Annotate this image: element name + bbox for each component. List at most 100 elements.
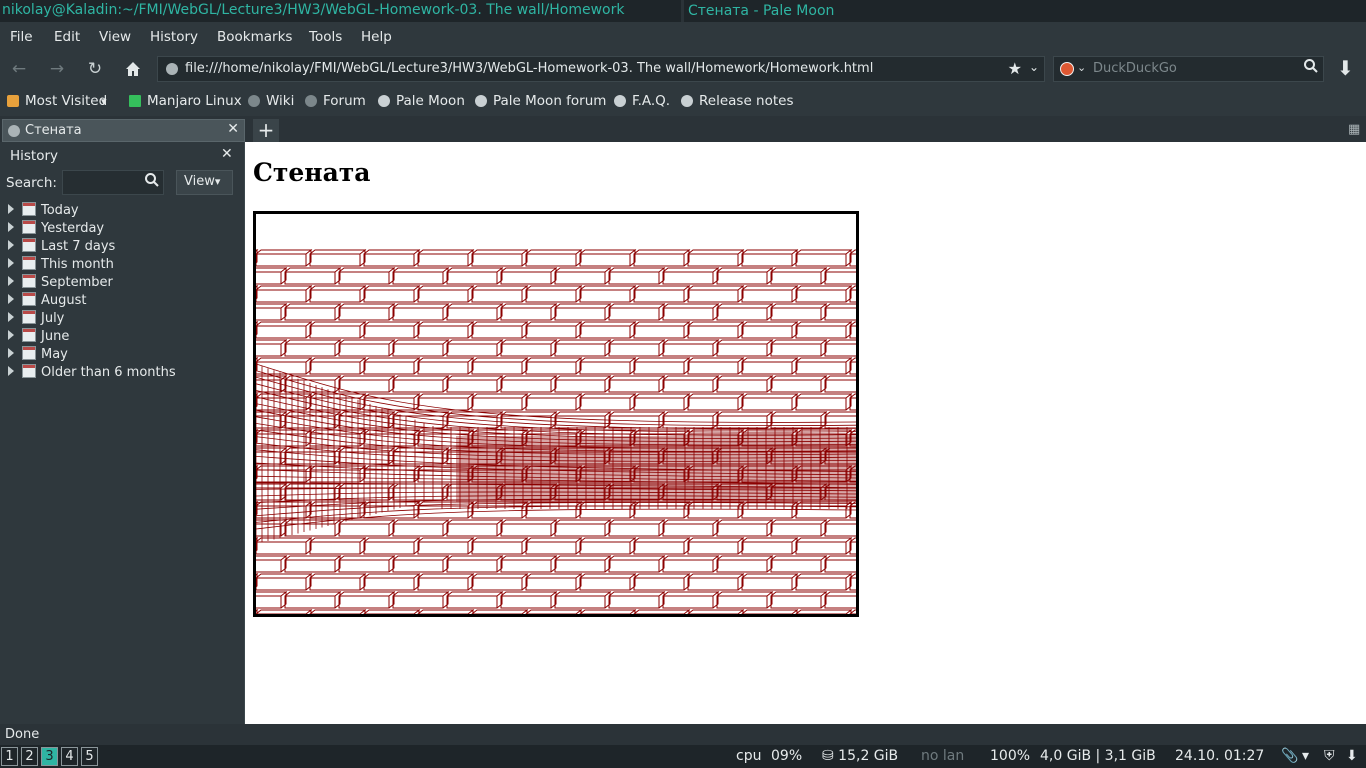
- workspace-2[interactable]: 2: [21, 747, 38, 766]
- home-button[interactable]: [120, 58, 146, 80]
- webgl-canvas[interactable]: [253, 211, 859, 617]
- view-label: View: [184, 174, 215, 189]
- tab-groups-icon[interactable]: ▦: [1348, 122, 1361, 137]
- menu-help[interactable]: Help: [361, 29, 392, 45]
- bookmark-pale-moon[interactable]: Pale Moon: [396, 93, 465, 109]
- search-icon[interactable]: [145, 173, 159, 191]
- menu-history[interactable]: History: [150, 29, 199, 45]
- workspace-3[interactable]: 3: [41, 747, 58, 766]
- calendar-icon: [22, 256, 36, 270]
- expand-triangle-icon[interactable]: [8, 294, 14, 304]
- url-dropdown-icon[interactable]: ⌄: [1028, 60, 1039, 74]
- menu-view[interactable]: View: [99, 29, 132, 45]
- downloads-button[interactable]: ⬇: [1337, 56, 1354, 80]
- search-icon[interactable]: [1304, 59, 1318, 77]
- bookmark-star-icon[interactable]: ★: [1007, 59, 1022, 78]
- pale-moon-icon: [614, 95, 626, 107]
- shield-icon[interactable]: ⛨: [1324, 748, 1335, 764]
- brick-wall-render: [256, 248, 856, 614]
- search-label: Search:: [6, 175, 57, 191]
- expand-triangle-icon[interactable]: [8, 312, 14, 322]
- expand-triangle-icon[interactable]: [8, 240, 14, 250]
- reload-button[interactable]: ↻: [82, 58, 108, 80]
- history-item-label: June: [41, 329, 70, 344]
- calendar-icon: [22, 364, 36, 378]
- search-engine-dropdown-icon[interactable]: ⌄: [1077, 61, 1087, 74]
- most-visited-folder-icon: [7, 95, 19, 107]
- new-tab-button[interactable]: +: [253, 119, 279, 142]
- tab-bar: Стената ✕ + ▦: [0, 116, 1366, 142]
- clock: 24.10. 01:27: [1175, 748, 1265, 764]
- calendar-icon: [22, 346, 36, 360]
- bookmark-release-notes[interactable]: Release notes: [699, 93, 794, 109]
- pale-moon-icon: [378, 95, 390, 107]
- search-placeholder[interactable]: DuckDuckGo: [1093, 61, 1177, 76]
- browser-window-title[interactable]: Стената - Pale Moon: [681, 0, 1366, 22]
- search-bar[interactable]: ⌄ DuckDuckGo: [1053, 56, 1324, 82]
- menu-edit[interactable]: Edit: [54, 29, 81, 45]
- bookmark-manjaro-linux[interactable]: Manjaro Linux: [147, 93, 242, 109]
- history-item-label: August: [41, 293, 87, 308]
- bookmark-most-visited[interactable]: Most Visited: [25, 93, 108, 109]
- expand-triangle-icon[interactable]: [8, 204, 14, 214]
- expand-triangle-icon[interactable]: [8, 330, 14, 340]
- back-button[interactable]: ←: [6, 58, 32, 80]
- pale-moon-icon: [475, 95, 487, 107]
- globe-icon: [8, 125, 20, 137]
- forward-arrow-icon: →: [49, 59, 65, 79]
- view-button[interactable]: View▾: [176, 170, 233, 195]
- calendar-icon: [22, 310, 36, 324]
- workspace-5[interactable]: 5: [81, 747, 98, 766]
- calendar-icon: [22, 328, 36, 342]
- history-item-label: July: [41, 311, 65, 326]
- history-item-label: Today: [41, 203, 79, 218]
- globe-icon: [248, 95, 260, 107]
- terminal-window-title[interactable]: nikolay@Kaladin:~/FMI/WebGL/Lecture3/HW3…: [2, 2, 625, 18]
- history-item-label: This month: [41, 257, 114, 272]
- chevron-down-icon[interactable]: ▾: [101, 95, 107, 108]
- network-status: no lan: [921, 748, 965, 764]
- calendar-icon: [22, 220, 36, 234]
- update-icon[interactable]: ⬇: [1346, 748, 1358, 764]
- site-identity-icon[interactable]: [166, 63, 178, 75]
- workspace-1[interactable]: 1: [1, 747, 18, 766]
- close-tab-icon[interactable]: ✕: [227, 121, 239, 137]
- expand-triangle-icon[interactable]: [8, 276, 14, 286]
- system-taskbar: 1 2 3 4 5 cpu 09% ⛁ 15,2 GiB no lan 100%…: [0, 745, 1366, 768]
- history-item-label: Yesterday: [41, 221, 105, 236]
- wifi-icon[interactable]: ▾: [1302, 748, 1310, 764]
- bookmark-forum[interactable]: Forum: [323, 93, 366, 109]
- window-title-bar: nikolay@Kaladin:~/FMI/WebGL/Lecture3/HW3…: [0, 0, 1366, 22]
- url-text[interactable]: file:///home/nikolay/FMI/WebGL/Lecture3/…: [185, 61, 874, 76]
- calendar-icon: [22, 202, 36, 216]
- plus-icon: +: [257, 118, 275, 142]
- status-text: Done: [5, 727, 40, 742]
- forward-button[interactable]: →: [44, 58, 70, 80]
- duckduckgo-icon[interactable]: [1060, 62, 1074, 76]
- menu-file[interactable]: File: [10, 29, 33, 45]
- bookmark-wiki[interactable]: Wiki: [266, 93, 295, 109]
- close-sidebar-icon[interactable]: ✕: [221, 146, 233, 162]
- paperclip-icon[interactable]: 📎: [1281, 748, 1299, 764]
- reload-icon: ↻: [87, 59, 103, 79]
- history-item-label: September: [41, 275, 113, 290]
- home-icon: [126, 62, 140, 76]
- expand-triangle-icon[interactable]: [8, 366, 14, 376]
- bookmark-pale-moon-forum[interactable]: Pale Moon forum: [493, 93, 607, 109]
- menu-bookmarks[interactable]: Bookmarks: [217, 29, 293, 45]
- history-item-label: May: [41, 347, 68, 362]
- bookmark-faq[interactable]: F.A.Q.: [632, 93, 671, 109]
- tab-label: Стената: [25, 123, 82, 138]
- expand-triangle-icon[interactable]: [8, 348, 14, 358]
- pale-moon-icon: [681, 95, 693, 107]
- menu-tools[interactable]: Tools: [309, 29, 343, 45]
- url-bar[interactable]: file:///home/nikolay/FMI/WebGL/Lecture3/…: [157, 56, 1045, 82]
- menu-bar: File Edit View History Bookmarks Tools H…: [0, 22, 1366, 52]
- workspace-4[interactable]: 4: [61, 747, 78, 766]
- expand-triangle-icon[interactable]: [8, 222, 14, 232]
- history-item-label: Older than 6 months: [41, 365, 176, 380]
- tab-stenata[interactable]: Стената ✕: [2, 119, 245, 142]
- battery-level: 100%: [990, 748, 1031, 764]
- expand-triangle-icon[interactable]: [8, 258, 14, 268]
- history-search-input[interactable]: [62, 170, 164, 195]
